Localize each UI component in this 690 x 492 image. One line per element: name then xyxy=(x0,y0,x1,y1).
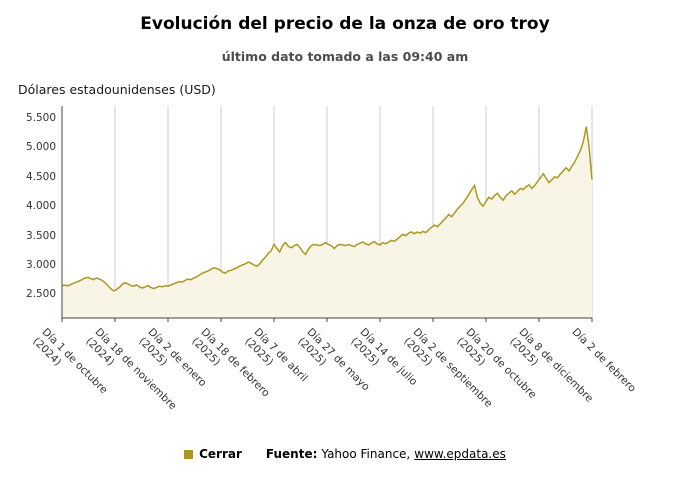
legend-label: Cerrar xyxy=(199,447,242,461)
y-axis-tick-label: 3.000 xyxy=(25,259,56,271)
legend-item-cerrar: Cerrar xyxy=(184,447,242,461)
y-axis-tick-label: 5.000 xyxy=(25,141,56,154)
y-axis-tick-label: 4.500 xyxy=(25,170,56,183)
source-text: Fuente: Yahoo Finance, www.epdata.es xyxy=(266,447,506,461)
chart-subtitle: último dato tomado a las 09:40 am xyxy=(221,49,469,64)
source-name: Yahoo Finance, xyxy=(321,447,411,461)
legend-swatch-icon xyxy=(184,449,194,459)
source-prefix: Fuente: xyxy=(265,447,318,461)
y-axis-tick-label: 3.500 xyxy=(25,229,56,242)
y-axis-title: Dólares estadounidenses (USD) xyxy=(18,82,216,97)
y-axis-tick-label: 2.500 xyxy=(25,288,56,301)
chart-footer: Cerrar Fuente: Yahoo Finance, www.epdata… xyxy=(0,447,690,461)
source-link[interactable]: www.epdata.es xyxy=(414,447,506,461)
y-axis-tick-label: 5.500 xyxy=(25,111,56,124)
y-axis-tick-label: 4.000 xyxy=(25,200,56,213)
chart-title: Evolución del precio de la onza de oro t… xyxy=(140,14,550,34)
